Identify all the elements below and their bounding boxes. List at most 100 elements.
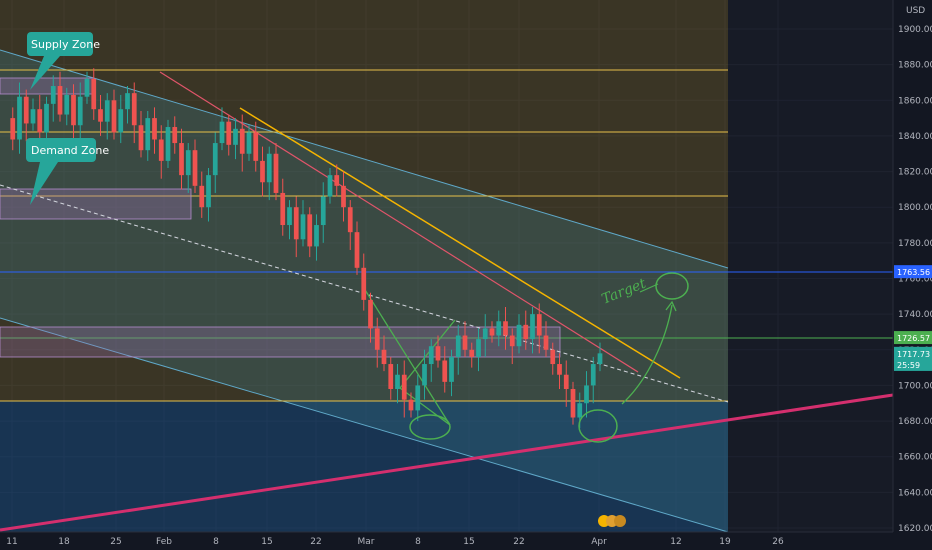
candle-body [509, 335, 515, 347]
candle-body [138, 125, 144, 151]
candle-body [57, 86, 63, 115]
y-tick-label: 1800.00 [898, 203, 932, 213]
yellow-trendline [239, 107, 681, 379]
candle-body [71, 94, 76, 126]
candle-body [64, 94, 70, 115]
candle-body [91, 78, 97, 110]
candle-body [287, 207, 292, 226]
candle-body [44, 103, 49, 133]
candle-body [462, 335, 468, 350]
circle-marker [409, 414, 451, 440]
supply-zone-label: Supply Zone [31, 38, 100, 51]
y-tick-label: 1700.00 [898, 381, 932, 391]
candle-body [327, 175, 333, 197]
candle-body [320, 196, 326, 226]
y-tick-label: 1860.00 [898, 96, 932, 106]
y-tick-label: 1780.00 [898, 239, 932, 249]
candle-body [361, 267, 367, 300]
candle-body [219, 121, 225, 144]
candle-body [165, 127, 171, 161]
candle-body [590, 364, 596, 386]
candle-body [550, 349, 556, 365]
candle-body [131, 93, 137, 126]
y-tick-label: 1880.00 [898, 61, 932, 71]
x-tick-label: 19 [719, 537, 731, 547]
candles [10, 68, 603, 429]
event-icon[interactable] [614, 515, 626, 527]
x-tick-label: 25 [110, 537, 121, 547]
arrow-path [639, 283, 659, 293]
candle-body [145, 118, 151, 151]
candle-body [543, 335, 549, 350]
y-tick-label: 1760.00 [898, 275, 932, 285]
candle-body [98, 109, 103, 122]
circle-marker [578, 409, 618, 443]
x-tick-label: 8 [415, 537, 421, 547]
x-axis-ticks: 11 18 25 Feb 8 15 22 Mar 8 15 22 Apr 12 19 26 [6, 537, 784, 547]
candle-body [118, 109, 124, 133]
x-tick-label: 11 [6, 537, 17, 547]
candle-body [192, 150, 198, 186]
candle-body [570, 388, 576, 418]
target-circle-marker [655, 272, 689, 300]
candle-body [104, 100, 110, 122]
candle-body [266, 153, 272, 183]
x-tick-label: Mar [358, 537, 375, 547]
x-tick-label: 15 [261, 537, 272, 547]
candle-body [314, 225, 319, 247]
candle-body [563, 374, 569, 389]
candle-body [246, 132, 252, 154]
candle-body [388, 364, 394, 389]
candle-body [347, 207, 353, 233]
candle-body [530, 314, 535, 340]
candle-body [125, 93, 130, 110]
demand-box [0, 188, 192, 220]
candle-body [408, 399, 414, 411]
candle-body [152, 118, 157, 140]
candle-body [23, 96, 29, 124]
candle-body [523, 324, 529, 340]
candle-body [401, 374, 407, 400]
y-tick-label: 1680.00 [898, 417, 932, 427]
candle-body [516, 324, 522, 347]
candle-body [354, 232, 360, 268]
price-tag-label: 25:59 [897, 361, 920, 370]
candle-body [199, 185, 205, 208]
x-tick-label: 22 [513, 537, 524, 547]
price-tag-label: 1726.57 [897, 334, 930, 343]
candle-body [206, 175, 211, 208]
x-tick-label: Feb [156, 537, 172, 547]
x-tick-label: 26 [772, 537, 784, 547]
y-axis-ticks: 1900.00 1880.00 1860.00 1840.00 1820.00 1800.… [898, 25, 932, 534]
candle-body [597, 353, 603, 365]
red-trendline [159, 71, 639, 373]
x-tick-label: 15 [463, 537, 474, 547]
candle-body [415, 385, 421, 411]
y-tick-label: 1820.00 [898, 168, 932, 178]
channel-lower-line [0, 317, 729, 532]
candle-body [260, 160, 265, 183]
time-axis[interactable] [0, 532, 893, 550]
x-tick-label: Apr [591, 537, 607, 547]
y-tick-label: 1620.00 [898, 524, 932, 534]
candle-body [577, 403, 583, 418]
price-tag [894, 346, 932, 360]
candle-body [293, 207, 299, 240]
candle-body [212, 143, 218, 176]
channel-upper-line [0, 49, 729, 269]
candle-body [17, 96, 22, 140]
candle-body [273, 153, 279, 193]
candle-body [482, 328, 488, 340]
y-tick-label: 1740.00 [898, 310, 932, 320]
candle-body [489, 328, 495, 336]
candle-body [185, 150, 191, 176]
candle-body [496, 321, 502, 336]
candle-body [307, 214, 313, 247]
x-tick-label: 18 [58, 537, 70, 547]
candle-body [584, 385, 589, 404]
price-tags: 1763.56 1726.57 1717.73 25:59 [894, 265, 932, 371]
x-tick-label: 22 [310, 537, 321, 547]
candle-body [442, 360, 448, 382]
candle-body [253, 132, 259, 161]
